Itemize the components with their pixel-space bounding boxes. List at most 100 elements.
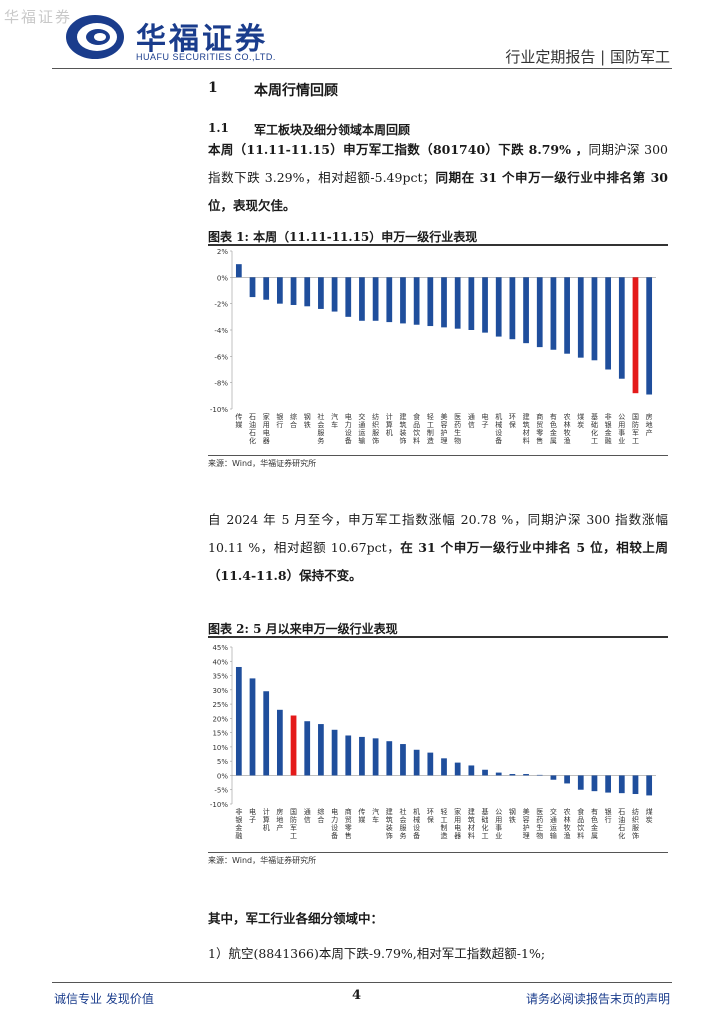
bar-7 [331,729,338,776]
watermark: 华福证券 [4,8,73,26]
bar-16 [454,277,461,329]
x-tick-label: 电子 [482,412,489,429]
bar-1 [249,277,256,298]
x-tick-label: 家用电器 [454,807,461,840]
y-tick-label: 0% [217,772,228,780]
bar-4 [290,277,297,305]
x-tick-label: 钢铁 [509,807,516,824]
bar-22 [536,774,543,776]
bar-14 [427,752,434,776]
footer-divider [52,982,672,983]
bar-11 [386,277,393,323]
x-tick-label: 计算机 [386,412,393,437]
footer-slogan: 诚信专业 发现价值 [54,992,154,1006]
y-tick-label: 10% [212,744,228,752]
bar-10 [372,277,379,321]
bar-29 [632,775,639,795]
bar-14 [427,277,434,327]
bar-2 [263,691,270,776]
bar-18 [482,277,488,333]
x-tick-label: 煤炭 [577,412,584,429]
y-tick-label: 45% [212,644,228,652]
bar-3 [276,277,283,304]
bar-20 [509,774,516,776]
bar-7 [331,277,338,312]
figure-1-top-rule [208,244,668,246]
x-tick-label: 电力设备 [331,807,338,840]
y-tick-label: 0% [217,274,228,282]
section-title: 本周行情回顾 [254,83,338,99]
y-tick-label: -2% [214,301,228,309]
x-tick-label: 食品饮料 [413,412,420,445]
x-tick-label: 社会服务 [317,412,324,445]
figure-2-top-rule [208,636,668,638]
x-tick-label: 钢铁 [304,412,311,429]
y-tick-label: 35% [212,673,228,681]
bar-20 [509,277,516,340]
x-tick-label: 汽车 [372,807,379,824]
x-tick-label: 机械设备 [495,412,502,445]
x-tick-label: 环保 [509,413,516,429]
footer-disclaimer: 请务必阅读报告末页的声明 [525,992,670,1006]
x-tick-label: 医药生物 [454,413,461,445]
paragraph-weekly-summary: 本周（11.11-11.15）申万军工指数（801740）下跌 8.79% ，同… [208,136,668,220]
bar-30 [646,775,653,796]
page-number: 4 [352,988,362,1003]
x-tick-label: 计算机 [263,807,270,832]
bar-28 [618,775,625,794]
x-tick-label: 基础化工 [591,412,598,445]
y-tick-label: -10% [210,406,228,414]
y-tick-label: 20% [212,715,228,723]
x-tick-label: 煤炭 [646,807,653,824]
x-tick-label: 通信 [468,412,475,429]
x-tick-label: 环保 [427,808,434,824]
x-tick-label: 有色金属 [550,412,557,445]
bar-30 [646,277,653,395]
x-tick-label: 石油石化 [618,808,625,840]
x-tick-label: 电子 [249,807,256,824]
bar-2 [263,277,270,300]
bar-28 [618,277,625,379]
bar-8 [345,735,352,776]
figure-2-bottom-rule [208,852,668,853]
bar-15 [441,277,447,328]
x-tick-label: 非银金融 [605,412,612,445]
y-tick-label: 15% [212,730,228,738]
bar-24 [564,277,570,354]
x-tick-label: 银行 [276,412,283,429]
x-tick-label: 综合 [317,807,324,824]
figure-2-source: 来源：Wind，华福证券研究所 [208,856,317,865]
y-tick-label: -5% [214,787,228,795]
x-tick-label: 纺织服饰 [372,412,379,445]
bar-12 [400,277,406,324]
x-tick-label: 食品饮料 [577,807,584,840]
paragraph-bold-text: 同期在 31 个申万一级行业中排名第 30 位，表现欠佳。 [208,170,668,213]
bar-9 [359,736,365,776]
bar-15 [441,758,447,776]
x-tick-label: 轻工制造 [427,412,434,445]
paragraph-text: 自 2024 年 5 月至今，申万军工指数涨幅 20.78 %，同期沪深 300… [208,512,668,555]
subsection-title: 军工板块及细分领域本周回顾 [254,123,411,137]
x-tick-label: 农林牧渔 [564,412,571,445]
x-tick-label: 医药生物 [536,808,543,840]
x-tick-label: 传媒 [235,412,242,429]
y-tick-label: 2% [217,248,228,256]
paragraph-aviation: 1）航空(8841366)本周下跌-9.79%,相对军工指数超额-1%; [208,946,546,961]
bar-4 [290,715,297,776]
figure-1-title: 图表 1: 本周（11.11-11.15）申万一级行业表现 [208,230,478,244]
bar-17 [468,277,475,330]
header-divider [52,68,672,69]
x-tick-label: 美容护理 [523,807,530,840]
bar-19 [495,772,502,776]
x-tick-label: 石油石化 [249,413,256,445]
x-tick-label: 综合 [290,412,297,429]
x-tick-label: 银行 [605,807,612,824]
paragraph-bold-text: 在 31 个申万一级行业中排名 5 位，相较上周（11.4-11.8）保持不变。 [208,540,668,583]
bar-17 [468,765,475,776]
figure-2-bar-chart: 45%40%35%30%25%20%15%10%5%0%-5%-10%非银金融电… [210,644,656,840]
bar-21 [523,277,529,344]
bar-18 [482,769,488,776]
figure-2-title: 图表 2: 5 月以来申万一级行业表现 [208,622,398,636]
x-tick-label: 建筑材料 [468,807,475,840]
report-type: 行业定期报告 | 国防军工 [505,48,670,66]
